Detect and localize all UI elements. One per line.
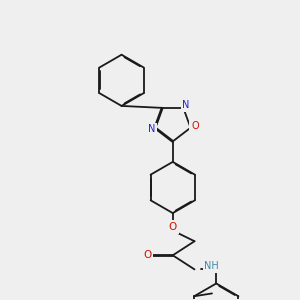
Text: NH: NH (205, 261, 219, 271)
Text: O: O (143, 250, 151, 260)
Text: N: N (148, 124, 156, 134)
Text: O: O (169, 222, 177, 232)
Text: O: O (191, 121, 199, 131)
Text: N: N (182, 100, 190, 110)
